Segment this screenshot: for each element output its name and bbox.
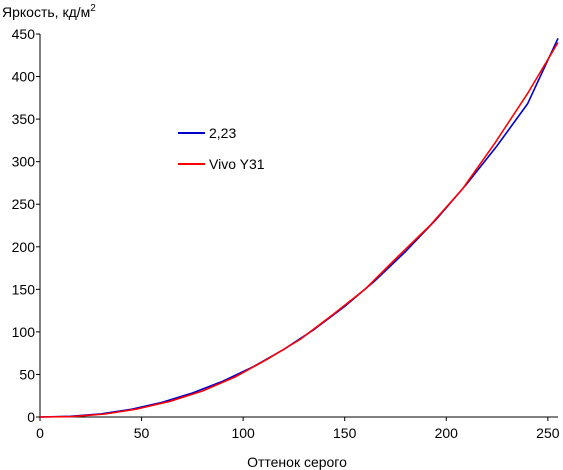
legend-label: 2,23 xyxy=(209,125,236,141)
x-tick-label: 50 xyxy=(134,425,150,441)
x-tick-label: 150 xyxy=(333,425,357,441)
y-tick-label: 150 xyxy=(12,281,36,297)
y-tick-label: 450 xyxy=(12,26,36,42)
y-tick-label: 350 xyxy=(12,111,36,127)
y-axis-label-superscript: 2 xyxy=(90,3,96,14)
y-tick-labels: 0 50 100 150 200 250 300 350 400 450 xyxy=(12,26,36,425)
series-lines xyxy=(39,37,559,418)
x-tick-label: 100 xyxy=(231,425,255,441)
y-tick-label: 400 xyxy=(12,69,36,85)
x-tick-labels: 0 50 100 150 200 250 xyxy=(36,425,560,441)
legend-label: Vivo Y31 xyxy=(209,156,265,172)
x-tick-label: 200 xyxy=(435,425,459,441)
x-tick-label: 0 xyxy=(36,425,44,441)
y-tick-label: 250 xyxy=(12,196,36,212)
legend: 2,23 Vivo Y31 xyxy=(178,125,265,172)
x-tick-label: 250 xyxy=(536,425,560,441)
y-axis-label-text: Яркость, кд/м xyxy=(2,4,90,20)
y-tick-label: 300 xyxy=(12,154,36,170)
y-tick-label: 200 xyxy=(12,239,36,255)
y-tick-label: 100 xyxy=(12,324,36,340)
series-line xyxy=(39,42,559,418)
y-tick-label: 50 xyxy=(19,366,35,382)
y-axis-label: Яркость, кд/м2 xyxy=(2,3,96,20)
axis-ticks xyxy=(36,33,549,421)
series-line xyxy=(39,37,559,418)
y-tick-label: 0 xyxy=(27,409,35,425)
x-axis-label: Оттенок серого xyxy=(247,454,347,470)
